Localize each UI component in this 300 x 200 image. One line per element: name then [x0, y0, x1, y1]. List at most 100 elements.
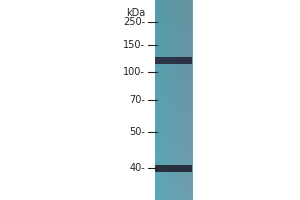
Bar — [155, 50, 192, 60]
Bar — [155, 0, 156, 200]
Text: 50-: 50- — [129, 127, 145, 137]
Bar — [190, 0, 191, 200]
Bar — [155, 180, 192, 190]
Bar — [173, 0, 174, 200]
Bar — [155, 70, 192, 80]
Bar — [155, 80, 192, 90]
Bar — [162, 0, 163, 200]
Bar — [183, 0, 184, 200]
Bar — [162, 0, 163, 200]
Bar — [191, 0, 192, 200]
Bar — [157, 0, 158, 200]
Bar — [179, 0, 180, 200]
Bar — [189, 0, 190, 200]
Bar — [160, 0, 161, 200]
Bar — [168, 0, 169, 200]
Bar — [177, 0, 178, 200]
Bar — [175, 0, 176, 200]
Bar — [189, 0, 190, 200]
Text: 70-: 70- — [129, 95, 145, 105]
Bar — [155, 60, 192, 70]
Bar — [181, 0, 182, 200]
Bar — [172, 0, 173, 200]
Bar — [155, 20, 192, 30]
Bar — [173, 0, 174, 200]
Bar — [171, 0, 172, 200]
Bar — [155, 120, 192, 130]
Bar — [163, 0, 164, 200]
Bar — [159, 0, 160, 200]
Text: 250-: 250- — [123, 17, 145, 27]
Bar — [184, 0, 185, 200]
Bar — [175, 0, 176, 200]
Text: 150-: 150- — [123, 40, 145, 50]
Bar — [160, 0, 161, 200]
Bar — [185, 0, 186, 200]
Bar — [176, 0, 177, 200]
Bar — [155, 30, 192, 40]
Bar — [164, 0, 165, 200]
Bar — [188, 0, 189, 200]
Bar — [170, 0, 171, 200]
Bar — [165, 0, 166, 200]
Bar — [190, 0, 191, 200]
Bar — [169, 0, 170, 200]
Bar — [177, 0, 178, 200]
Bar — [161, 0, 162, 200]
Bar — [168, 0, 169, 200]
Bar — [155, 160, 192, 170]
Bar — [181, 0, 182, 200]
Bar — [156, 0, 157, 200]
Bar — [172, 0, 173, 200]
Bar — [166, 0, 167, 200]
Text: 40-: 40- — [129, 163, 145, 173]
Bar — [167, 0, 168, 200]
Bar — [155, 40, 192, 50]
Bar — [158, 0, 159, 200]
Bar — [169, 0, 170, 200]
Bar — [155, 0, 156, 200]
Bar — [165, 0, 166, 200]
Bar — [180, 0, 181, 200]
Bar — [169, 0, 170, 200]
Bar — [158, 0, 159, 200]
Bar — [155, 0, 192, 10]
Bar — [155, 140, 192, 150]
Bar — [176, 0, 177, 200]
Bar — [184, 0, 185, 200]
Bar — [174, 0, 175, 200]
Bar — [188, 0, 189, 200]
Bar — [155, 170, 192, 180]
Bar — [170, 0, 171, 200]
Bar — [155, 10, 192, 20]
Bar — [178, 0, 179, 200]
Bar — [186, 0, 187, 200]
Bar — [178, 0, 179, 200]
Bar — [181, 0, 182, 200]
Bar — [155, 56, 192, 64]
Bar — [164, 0, 165, 200]
Bar — [155, 130, 192, 140]
Bar — [176, 0, 177, 200]
Bar — [180, 0, 181, 200]
Bar — [191, 0, 192, 200]
Bar — [170, 0, 171, 200]
Bar — [174, 0, 175, 200]
Bar — [155, 164, 192, 171]
Bar — [187, 0, 188, 200]
Bar — [156, 0, 157, 200]
Bar — [155, 100, 192, 110]
Bar — [182, 0, 183, 200]
Bar — [182, 0, 183, 200]
Bar — [155, 150, 192, 160]
Bar — [192, 0, 193, 200]
Bar — [189, 0, 190, 200]
Bar — [163, 0, 164, 200]
Bar — [168, 0, 169, 200]
Bar — [165, 0, 166, 200]
Bar — [166, 0, 167, 200]
Bar — [187, 0, 188, 200]
Bar — [186, 0, 187, 200]
Bar — [190, 0, 191, 200]
Bar — [159, 0, 160, 200]
